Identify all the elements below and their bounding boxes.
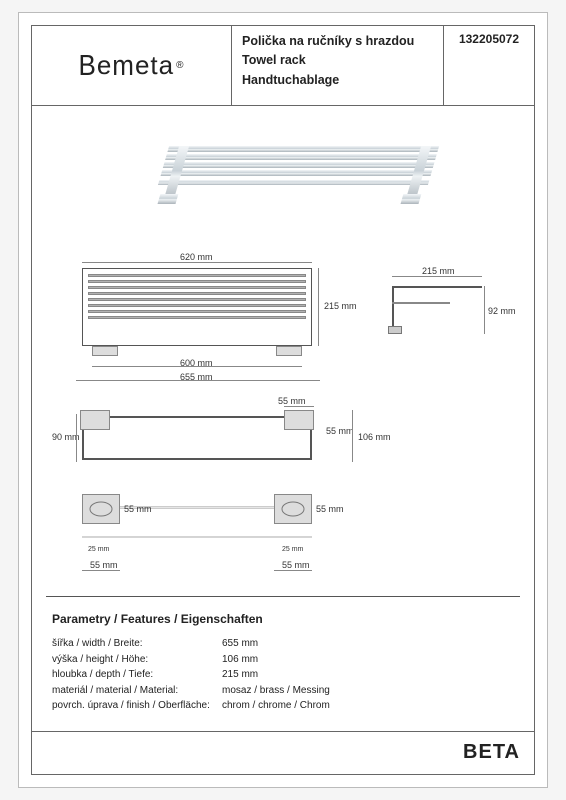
series-name: BETA	[463, 741, 520, 764]
dim-106: 106 mm	[358, 432, 391, 442]
features-heading: Parametry / Features / Eigenschaften	[52, 612, 512, 626]
dim-55b: 55 mm	[326, 426, 354, 436]
product-code: 132205072	[444, 26, 534, 105]
header: Bemeta® Polička na ručníky s hrazdou Tow…	[32, 26, 534, 106]
product-titles: Polička na ručníky s hrazdou Towel rack …	[232, 26, 444, 105]
dim-215-side: 215 mm	[422, 266, 455, 276]
body: 620 mm 215 mm 600 mm 655 mm 215 mm 92 mm	[32, 106, 534, 774]
feature-row: šířka / width / Breite:655 mm	[52, 636, 512, 652]
dim-55d: 55 mm	[316, 504, 344, 514]
product-photo	[112, 136, 452, 216]
inner-frame: Bemeta® Polička na ručníky s hrazdou Tow…	[31, 25, 535, 775]
brand-logo: Bemeta®	[32, 26, 232, 105]
features-section: Parametry / Features / Eigenschaften šíř…	[52, 612, 512, 714]
divider	[46, 596, 520, 597]
dim-620: 620 mm	[180, 252, 213, 262]
feature-row: hloubka / depth / Tiefe:215 mm	[52, 667, 512, 683]
title-de: Handtuchablage	[242, 71, 433, 90]
dim-25b: 25 mm	[282, 546, 303, 553]
dim-55a: 55 mm	[278, 396, 306, 406]
feature-row: povrch. úprava / finish / Oberfläche:chr…	[52, 698, 512, 714]
technical-drawings: 620 mm 215 mm 600 mm 655 mm 215 mm 92 mm	[52, 246, 512, 576]
title-cs: Polička na ručníky s hrazdou	[242, 32, 433, 51]
dim-25a: 25 mm	[88, 546, 109, 553]
datasheet: Bemeta® Polička na ručníky s hrazdou Tow…	[18, 12, 548, 788]
dim-92: 92 mm	[488, 306, 516, 316]
dim-55c: 55 mm	[124, 504, 152, 514]
title-en: Towel rack	[242, 51, 433, 70]
dim-55f: 55 mm	[282, 560, 310, 570]
feature-row: materiál / material / Material:mosaz / b…	[52, 683, 512, 699]
dim-55e: 55 mm	[90, 560, 118, 570]
dim-215: 215 mm	[324, 301, 357, 311]
registered-mark: ®	[176, 60, 184, 71]
feature-row: výška / height / Höhe:106 mm	[52, 652, 512, 668]
footer-divider	[32, 731, 534, 732]
